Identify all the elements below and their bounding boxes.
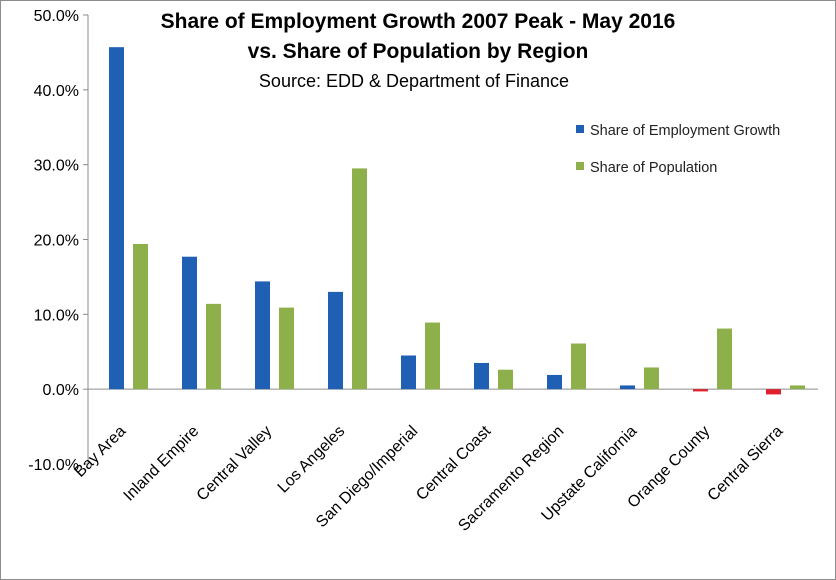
- bar-population: [498, 369, 513, 390]
- y-tick-label: 10.0%: [34, 307, 79, 324]
- bar-employment-growth: [766, 389, 781, 395]
- bar-population: [206, 303, 221, 390]
- bar-employment-growth: [255, 281, 270, 390]
- chart-subtitle: vs. Share of Population by Region: [247, 40, 589, 63]
- x-tick-label: Central Valley: [194, 423, 276, 505]
- legend-swatch: [576, 125, 584, 133]
- y-tick-label: 0.0%: [43, 382, 79, 399]
- x-tick-label: Los Angeles: [275, 423, 349, 497]
- bar-population: [425, 322, 440, 390]
- bar-population: [279, 307, 294, 390]
- bar-population: [644, 367, 659, 390]
- legend-label: Share of Employment Growth: [590, 123, 780, 139]
- y-tick-label: 20.0%: [34, 233, 79, 250]
- bar-employment-growth: [328, 291, 343, 390]
- bars: [109, 47, 805, 395]
- bar-population: [352, 168, 367, 390]
- x-tick-label: Inland Empire: [121, 423, 203, 505]
- x-tick-label: Central Sierra: [705, 423, 787, 505]
- y-tick-label: 50.0%: [34, 8, 79, 25]
- bar-population: [717, 328, 732, 390]
- legend-swatch: [576, 162, 584, 170]
- y-tick-label: -10.0%: [28, 457, 79, 474]
- bar-employment-growth: [693, 389, 708, 392]
- bar-employment-growth: [109, 47, 124, 390]
- x-tick-label: Bay Area: [71, 423, 129, 481]
- axes: [83, 14, 818, 465]
- bar-employment-growth: [620, 385, 635, 390]
- bar-population: [571, 343, 586, 390]
- chart-title: Share of Employment Growth 2007 Peak - M…: [160, 10, 676, 33]
- bar-population: [133, 243, 148, 390]
- legend: Share of Employment Growth Share of Popul…: [576, 123, 780, 176]
- bar-employment-growth: [182, 256, 197, 390]
- bar-population: [790, 385, 805, 390]
- bar-employment-growth: [401, 355, 416, 390]
- legend-label: Share of Population: [590, 160, 717, 176]
- bar-employment-growth: [474, 362, 489, 390]
- chart-source: Source: EDD & Department of Finance: [258, 71, 570, 91]
- x-tick-label: Central Coast: [413, 422, 495, 504]
- bar-employment-growth: [547, 374, 562, 390]
- y-tick-label: 30.0%: [34, 158, 79, 175]
- y-tick-label: 40.0%: [34, 83, 79, 100]
